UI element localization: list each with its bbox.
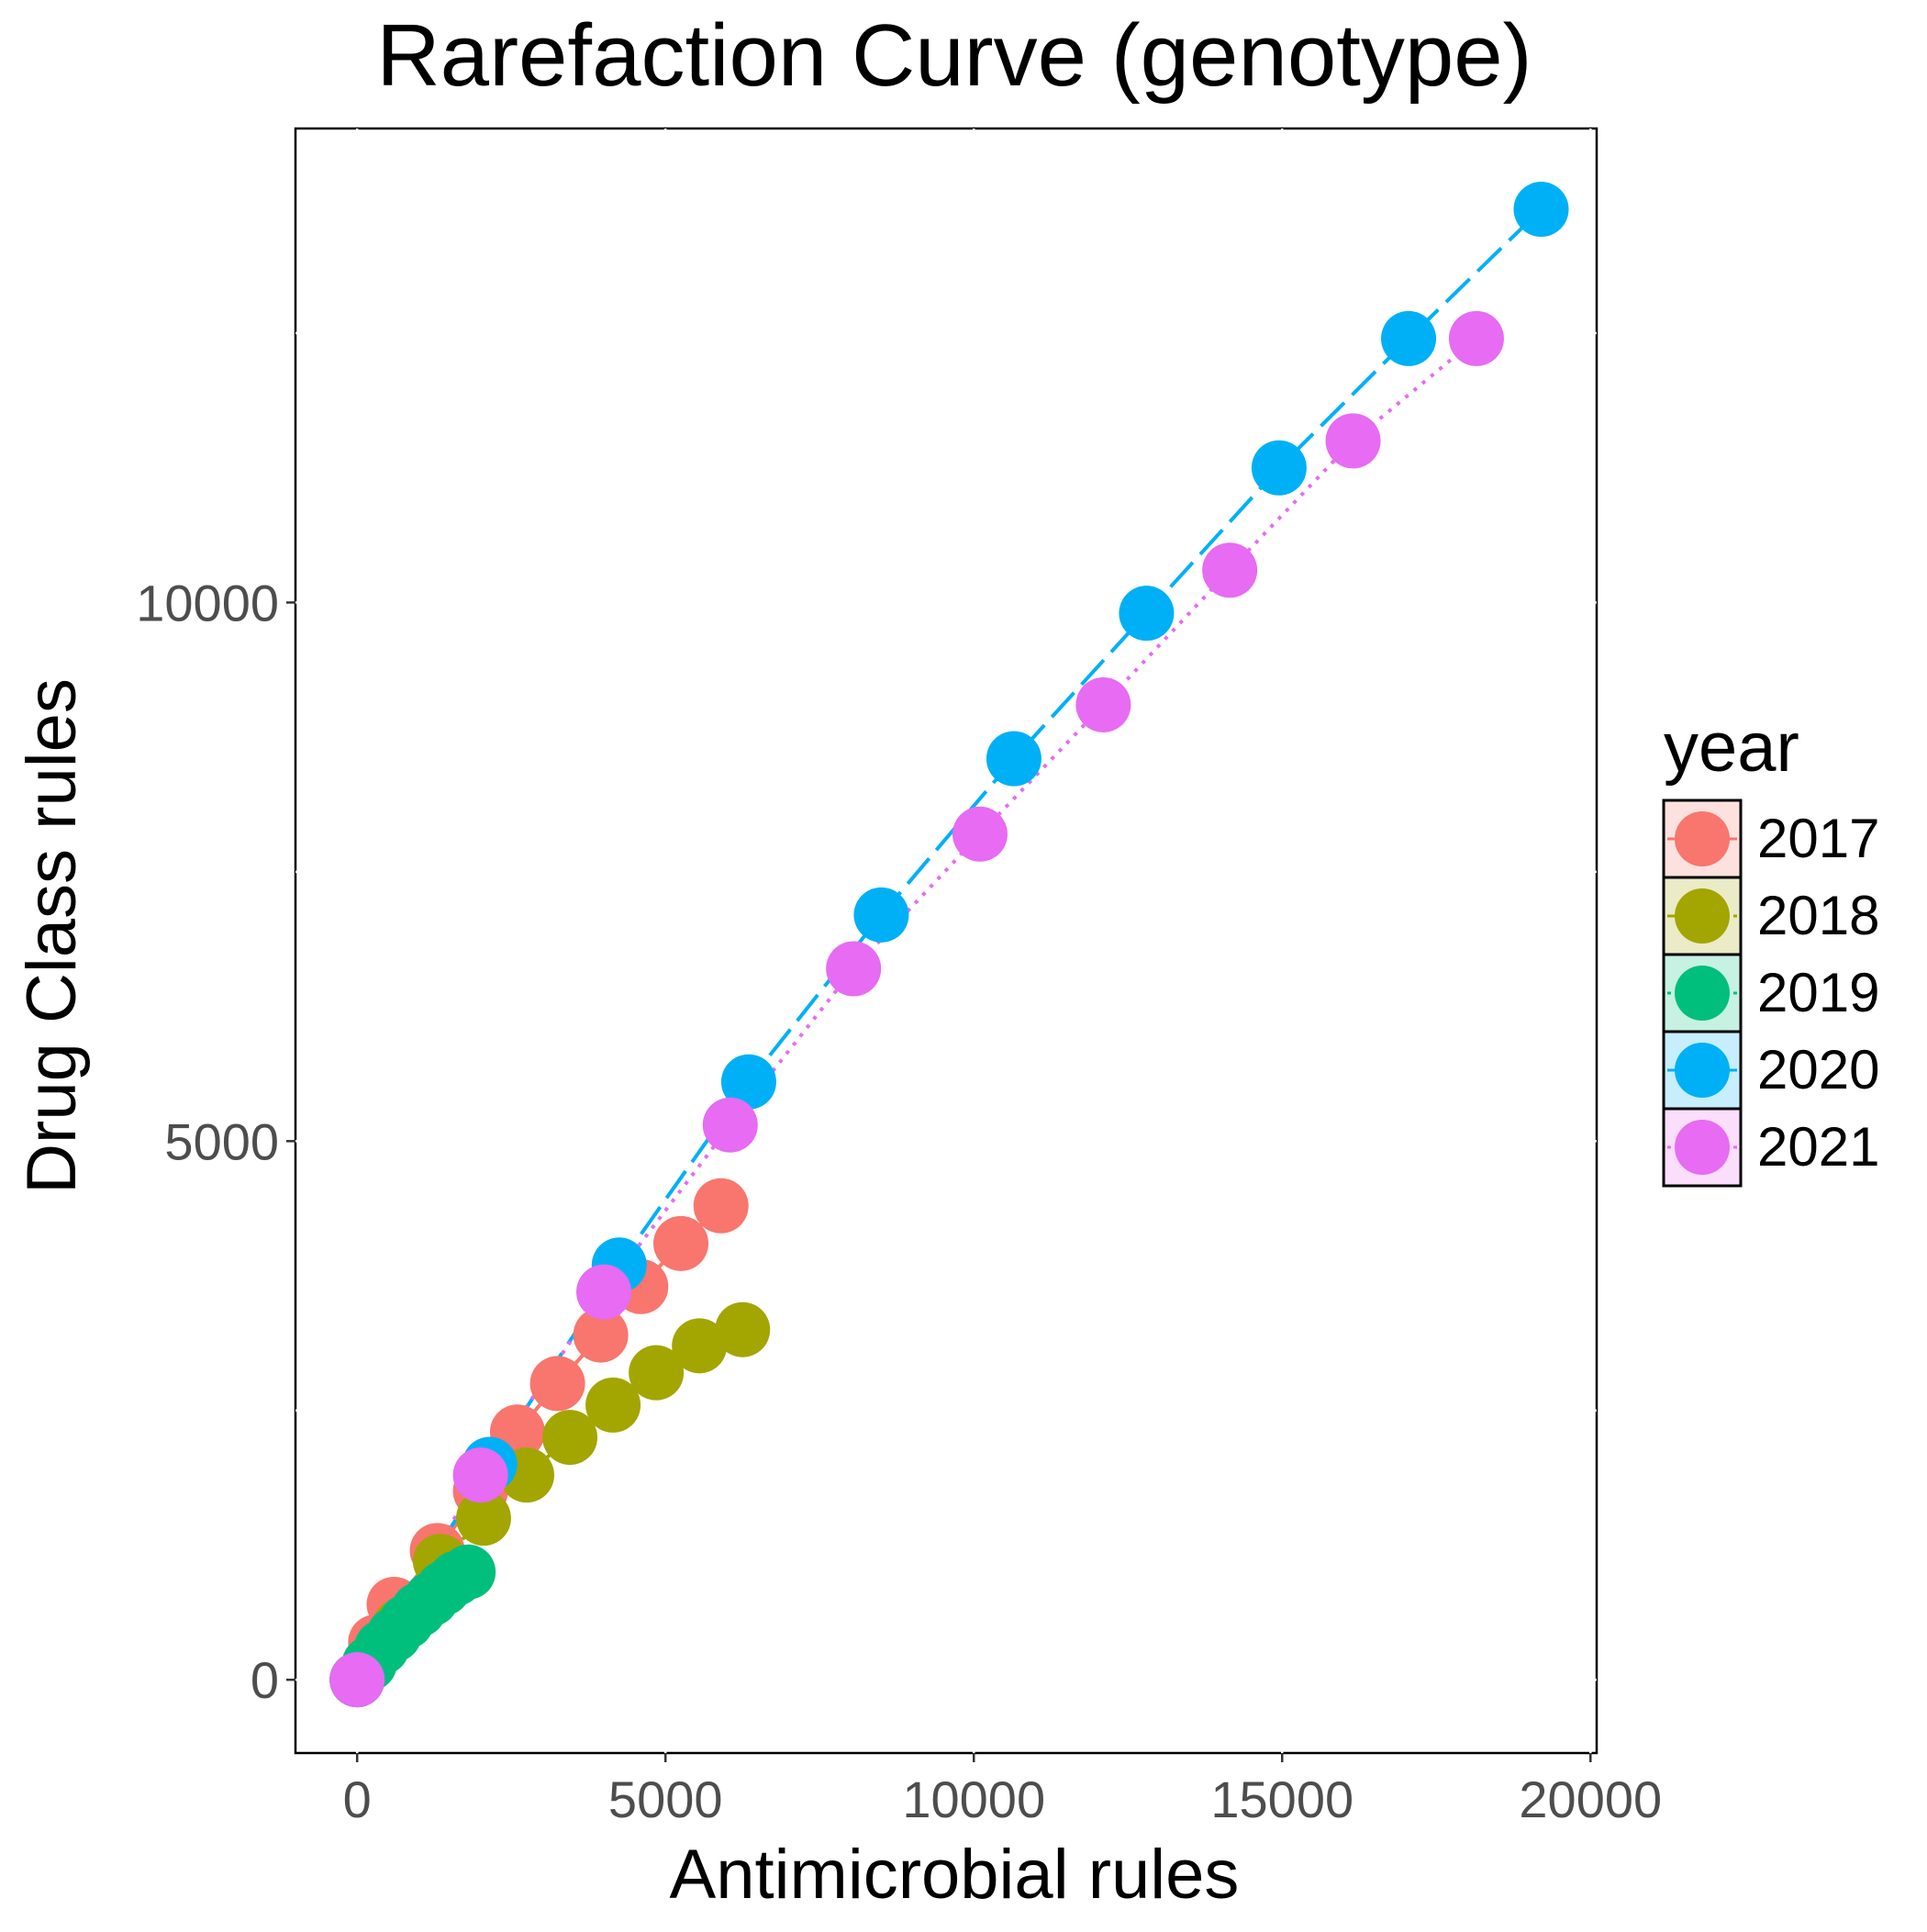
data-point-2020	[1119, 586, 1175, 642]
series-line-2021	[355, 337, 1478, 1681]
y-axis-label: Drug Class rules	[13, 678, 91, 1194]
data-point-2021	[826, 941, 882, 997]
legend-key-marker	[1675, 1120, 1730, 1175]
legend-item-2021: 2021	[1662, 1107, 1879, 1188]
data-point-2021	[1448, 310, 1504, 366]
data-point-2021	[952, 806, 1008, 862]
y-tick-label: 0	[251, 1651, 279, 1709]
data-point-2021	[702, 1097, 758, 1153]
legend-item-2020: 2020	[1662, 1030, 1879, 1111]
data-point-2020	[1251, 440, 1307, 496]
data-point-2017	[529, 1356, 585, 1412]
legend: year 2017 2018 2019 2020 2021	[1662, 709, 1879, 1188]
data-point-2018	[542, 1410, 598, 1466]
chart-title: Rarefaction Curve (genotype)	[376, 6, 1532, 105]
data-point-2021	[1075, 676, 1131, 732]
legend-item-2019: 2019	[1662, 953, 1879, 1033]
data-point-2018	[585, 1377, 641, 1433]
x-tick-label: 20000	[1519, 1770, 1662, 1828]
plot-area: 0 5000 10000 15000 20000 0 5000 10000	[136, 127, 1662, 1828]
legend-title: year	[1664, 709, 1799, 787]
data-point-2018	[629, 1345, 685, 1401]
data-point-2021	[329, 1652, 385, 1708]
legend-label: 2017	[1757, 808, 1879, 869]
legend-key-marker	[1675, 966, 1730, 1021]
data-point-2018	[672, 1318, 728, 1374]
data-point-2017	[653, 1215, 709, 1271]
legend-item-2018: 2018	[1662, 876, 1879, 956]
legend-key-marker	[1675, 888, 1730, 944]
plot-panel-border	[294, 127, 1598, 1755]
data-point-2017	[693, 1178, 749, 1234]
x-tick-label: 5000	[608, 1770, 723, 1828]
y-tick-label: 10000	[136, 574, 279, 631]
x-axis-label: Antimicrobial rules	[670, 1836, 1240, 1914]
data-point-2020	[986, 731, 1041, 787]
series-line-2018	[355, 1327, 743, 1681]
data-point-2021	[452, 1447, 508, 1503]
data-point-2020	[853, 887, 909, 943]
x-tick-label: 10000	[902, 1770, 1045, 1828]
legend-key-marker	[1675, 1043, 1730, 1098]
y-tick-label: 5000	[164, 1112, 279, 1170]
data-point-2021	[1325, 413, 1381, 469]
legend-key-marker	[1675, 811, 1730, 866]
legend-item-2017: 2017	[1662, 798, 1879, 879]
data-point-2019	[440, 1544, 496, 1600]
data-point-2017	[573, 1307, 629, 1363]
x-tick-label: 15000	[1210, 1770, 1353, 1828]
legend-label: 2018	[1757, 885, 1879, 946]
data-point-2020	[1513, 182, 1569, 238]
legend-label: 2020	[1757, 1039, 1879, 1100]
legend-label: 2019	[1757, 962, 1879, 1023]
legend-label: 2021	[1757, 1116, 1879, 1178]
data-point-2021	[576, 1264, 632, 1320]
data-point-2018	[715, 1301, 771, 1357]
data-point-2018	[455, 1491, 511, 1547]
data-point-2020	[1381, 310, 1437, 366]
data-point-2021	[1202, 542, 1258, 598]
data-point-2020	[720, 1054, 776, 1110]
x-tick-label: 0	[343, 1770, 372, 1828]
